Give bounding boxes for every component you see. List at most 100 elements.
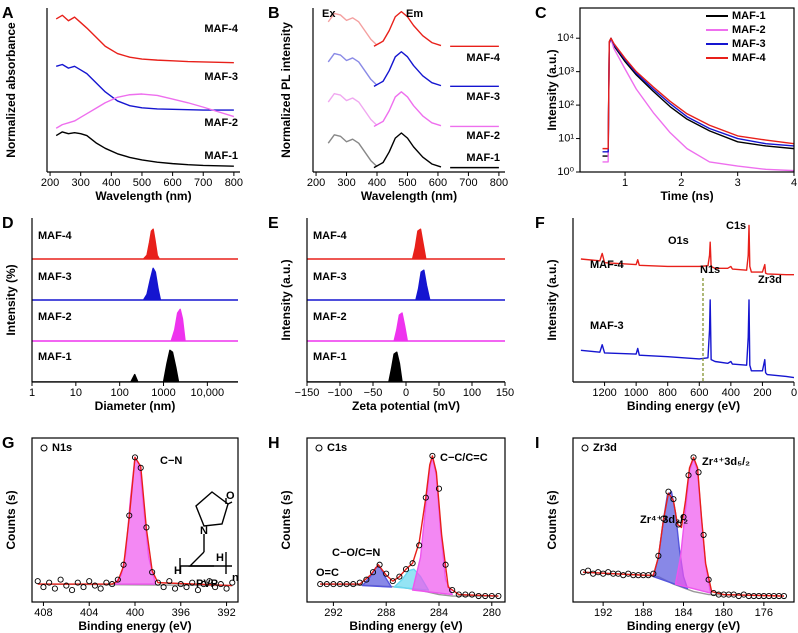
panel-letter: G bbox=[2, 435, 14, 452]
panel-letter: E bbox=[268, 215, 279, 232]
x-tick-label: 408 bbox=[34, 607, 52, 619]
x-tick-label: 0 bbox=[403, 387, 409, 399]
data-point bbox=[103, 579, 110, 586]
panel-letter: D bbox=[2, 215, 14, 232]
annotation: O bbox=[226, 490, 235, 502]
curve-label: MAF-4 bbox=[466, 52, 500, 64]
y-tick-label: 10⁰ bbox=[557, 166, 574, 178]
x-tick-label: 404 bbox=[80, 607, 98, 619]
annotation: H bbox=[174, 565, 182, 577]
data-point bbox=[488, 592, 495, 600]
series-line bbox=[373, 10, 442, 47]
curve-label: MAF-2 bbox=[313, 311, 347, 323]
data-point bbox=[317, 581, 324, 588]
x-tick-label: 600 bbox=[690, 387, 708, 399]
x-tick-label: 192 bbox=[594, 607, 612, 619]
x-tick-label: 400 bbox=[126, 607, 144, 619]
legend-label: MAF-3 bbox=[732, 38, 766, 50]
data-point bbox=[91, 582, 98, 589]
data-point bbox=[51, 585, 58, 592]
data-point bbox=[177, 581, 184, 588]
curve-label: MAF-2 bbox=[466, 130, 500, 142]
peak-area bbox=[32, 349, 238, 382]
data-point bbox=[735, 592, 742, 600]
series-line bbox=[55, 131, 234, 167]
legend-label: Zr3d bbox=[593, 442, 617, 454]
x-axis-title: Wavelength (nm) bbox=[95, 189, 191, 203]
data-point bbox=[323, 581, 330, 588]
y-axis-title: Counts (s) bbox=[4, 490, 18, 549]
y-axis-title: Intensity (%) bbox=[4, 264, 18, 335]
data-point bbox=[422, 494, 429, 501]
curve-label: MAF-1 bbox=[313, 351, 347, 363]
data-point bbox=[620, 572, 627, 579]
data-point bbox=[376, 561, 383, 568]
x-tick-label: 184 bbox=[674, 607, 692, 619]
data-point bbox=[660, 515, 667, 522]
curve-label: MAF-4 bbox=[313, 230, 347, 242]
data-point bbox=[40, 584, 47, 591]
annotation: N1s bbox=[700, 264, 720, 276]
x-tick-label: 284 bbox=[430, 607, 448, 619]
x-tick-label: 100 bbox=[110, 387, 128, 399]
data-point bbox=[442, 561, 449, 568]
axis-frame bbox=[306, 437, 506, 603]
panel-letter: A bbox=[2, 5, 14, 22]
x-tick-label: 500 bbox=[398, 177, 416, 189]
x-tick-label: 1000 bbox=[624, 387, 648, 399]
data-point bbox=[685, 472, 692, 479]
data-point bbox=[137, 464, 144, 471]
data-point bbox=[69, 587, 76, 594]
plot-area bbox=[580, 224, 794, 379]
x-tick-label: 0 bbox=[791, 387, 797, 399]
data-point bbox=[650, 570, 657, 577]
series-line bbox=[373, 91, 442, 128]
plot-area bbox=[32, 228, 238, 382]
data-point bbox=[57, 576, 64, 583]
annotation: N bbox=[200, 525, 208, 537]
data-point bbox=[462, 591, 469, 598]
x-tick-label: 1 bbox=[29, 387, 35, 399]
annotation: Zr⁴⁺3d₃/₂ bbox=[640, 514, 688, 526]
data-point bbox=[217, 581, 224, 588]
data-point bbox=[363, 576, 370, 583]
curve-label: MAF-3 bbox=[313, 271, 347, 283]
annotation: n bbox=[232, 572, 239, 584]
plot-area bbox=[317, 452, 502, 600]
panel-letter: I bbox=[535, 435, 539, 452]
data-point bbox=[212, 584, 219, 591]
curve-label: MAF-2 bbox=[38, 311, 72, 323]
x-tick-label: 600 bbox=[163, 177, 181, 189]
data-point bbox=[166, 578, 173, 585]
peak-area bbox=[32, 228, 238, 260]
y-tick-label: 10² bbox=[558, 99, 574, 111]
y-axis-title: Counts (s) bbox=[279, 490, 293, 549]
y-axis-title: Intensity (a.u.) bbox=[545, 49, 559, 130]
data-point bbox=[695, 469, 702, 476]
data-point bbox=[223, 585, 230, 592]
panel: 1 2 3 4 10⁰ 10¹ 10² 10³ 10⁴ Time (ns) Intensity (a… bbox=[535, 5, 797, 203]
data-point bbox=[229, 579, 236, 586]
x-tick-label: 100 bbox=[463, 387, 481, 399]
data-point bbox=[705, 576, 712, 583]
data-point bbox=[120, 561, 127, 568]
curve-label: MAF-3 bbox=[590, 320, 624, 332]
x-tick-label: 200 bbox=[307, 177, 325, 189]
panel: 200 300 400 500 600 700 800 Wavelength (nm) Norm… bbox=[268, 5, 508, 203]
legend-label: C1s bbox=[327, 442, 347, 454]
series-line bbox=[373, 132, 442, 169]
data-point bbox=[350, 581, 357, 588]
y-axis-title: Intensity (a.u.) bbox=[545, 259, 559, 340]
x-tick-label: 800 bbox=[225, 177, 243, 189]
x-tick-label: 700 bbox=[194, 177, 212, 189]
peak-area bbox=[307, 312, 505, 342]
x-tick-label: −150 bbox=[295, 387, 320, 399]
axis-frame bbox=[579, 7, 795, 173]
data-point bbox=[429, 452, 436, 459]
peak-area bbox=[307, 228, 505, 260]
legend-label: MAF-4 bbox=[732, 52, 766, 64]
panel: −150 −100 −50 0 50 100 150 Zeta potential (mV) I… bbox=[268, 215, 514, 413]
data-point bbox=[449, 587, 456, 594]
data-point bbox=[670, 496, 677, 503]
peak-area bbox=[32, 267, 238, 301]
